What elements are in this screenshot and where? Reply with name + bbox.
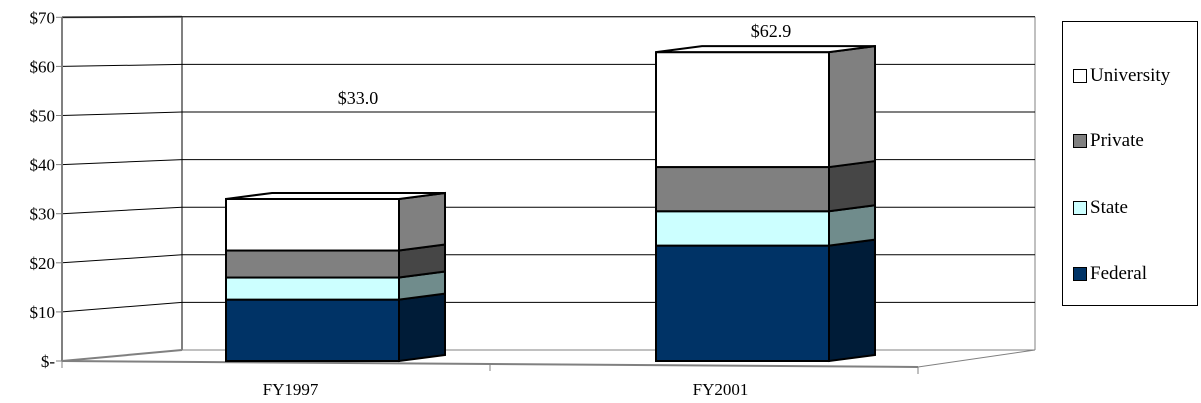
data-label-total: $33.0: [338, 88, 379, 108]
bar-segment-university-fy1997: [225, 191, 446, 252]
bar-front-face: [655, 244, 830, 363]
bar-front-face: [225, 298, 400, 362]
x-category-label: FY1997: [263, 380, 319, 399]
bar-segment-state-fy1997: [225, 270, 446, 301]
bar-side-face: [828, 238, 876, 363]
y-tick-label: $70: [30, 8, 56, 27]
legend-label: State: [1090, 197, 1128, 218]
y-tick-label: $20: [30, 254, 56, 273]
bar-front-face: [225, 197, 400, 252]
bar-side-face: [828, 159, 876, 213]
gridline-side: [61, 254, 183, 264]
bar-front-face: [655, 210, 830, 247]
bar-side-face: [398, 292, 446, 363]
axes: [56, 16, 919, 374]
legend-label: University: [1090, 65, 1171, 86]
y-tick-label: $40: [30, 156, 56, 175]
floor-left-edge: [61, 349, 183, 362]
y-tick-label: $50: [30, 107, 56, 126]
y-tick-label: $30: [30, 205, 56, 224]
bar-segment-university-fy2001: [655, 45, 876, 169]
chart-walls: [61, 15, 1036, 368]
data-labels: FY1997 FY2001 $33.0 $62.9: [263, 21, 792, 399]
gridline-side: [61, 16, 183, 18]
bar-front-face: [225, 249, 400, 279]
y-tick-label: $60: [30, 57, 56, 76]
legend-swatch: [1073, 69, 1087, 83]
bar-top-face-fy2001: [655, 45, 876, 54]
gridline-side: [61, 111, 183, 116]
legend-swatch: [1073, 267, 1087, 281]
gridline-side: [61, 159, 183, 166]
bar-segment-federal-fy1997: [225, 292, 446, 363]
legend-swatch: [1073, 134, 1087, 148]
gridline-side: [61, 301, 183, 313]
bar-front-face: [225, 276, 400, 301]
bar-segment-state-fy2001: [655, 204, 876, 247]
gridline-side: [61, 206, 183, 215]
legend-swatch: [1073, 201, 1087, 215]
bar-top-face-fy1997: [225, 191, 446, 200]
legend-item-federal: Federal: [1073, 263, 1147, 285]
bar-side-face: [398, 191, 446, 252]
gridlines: [61, 16, 1035, 313]
legend-label: Private: [1090, 130, 1144, 151]
x-category-label: FY2001: [693, 380, 749, 399]
bar-front-face: [655, 51, 830, 169]
legend-item-private: Private: [1073, 130, 1144, 152]
bar-segment-private-fy2001: [655, 159, 876, 213]
legend-item-university: University: [1073, 65, 1170, 87]
floor-right-edge: [917, 349, 1036, 368]
bar-front-face: [655, 166, 830, 213]
bar-segment-private-fy1997: [225, 243, 446, 279]
y-tick-labels: $- $10 $20 $30 $40 $50 $60 $70: [30, 8, 56, 371]
bar-segment-federal-fy2001: [655, 238, 876, 363]
gridline-side: [61, 63, 183, 67]
bar-side-face: [828, 45, 876, 169]
bars: [225, 45, 876, 363]
data-label-total: $62.9: [751, 21, 792, 41]
legend: University Private State Federal: [1062, 21, 1198, 306]
legend-item-state: State: [1073, 197, 1128, 219]
legend-label: Federal: [1090, 263, 1147, 284]
y-tick-label: $-: [41, 352, 56, 371]
y-tick-label: $10: [30, 303, 56, 322]
